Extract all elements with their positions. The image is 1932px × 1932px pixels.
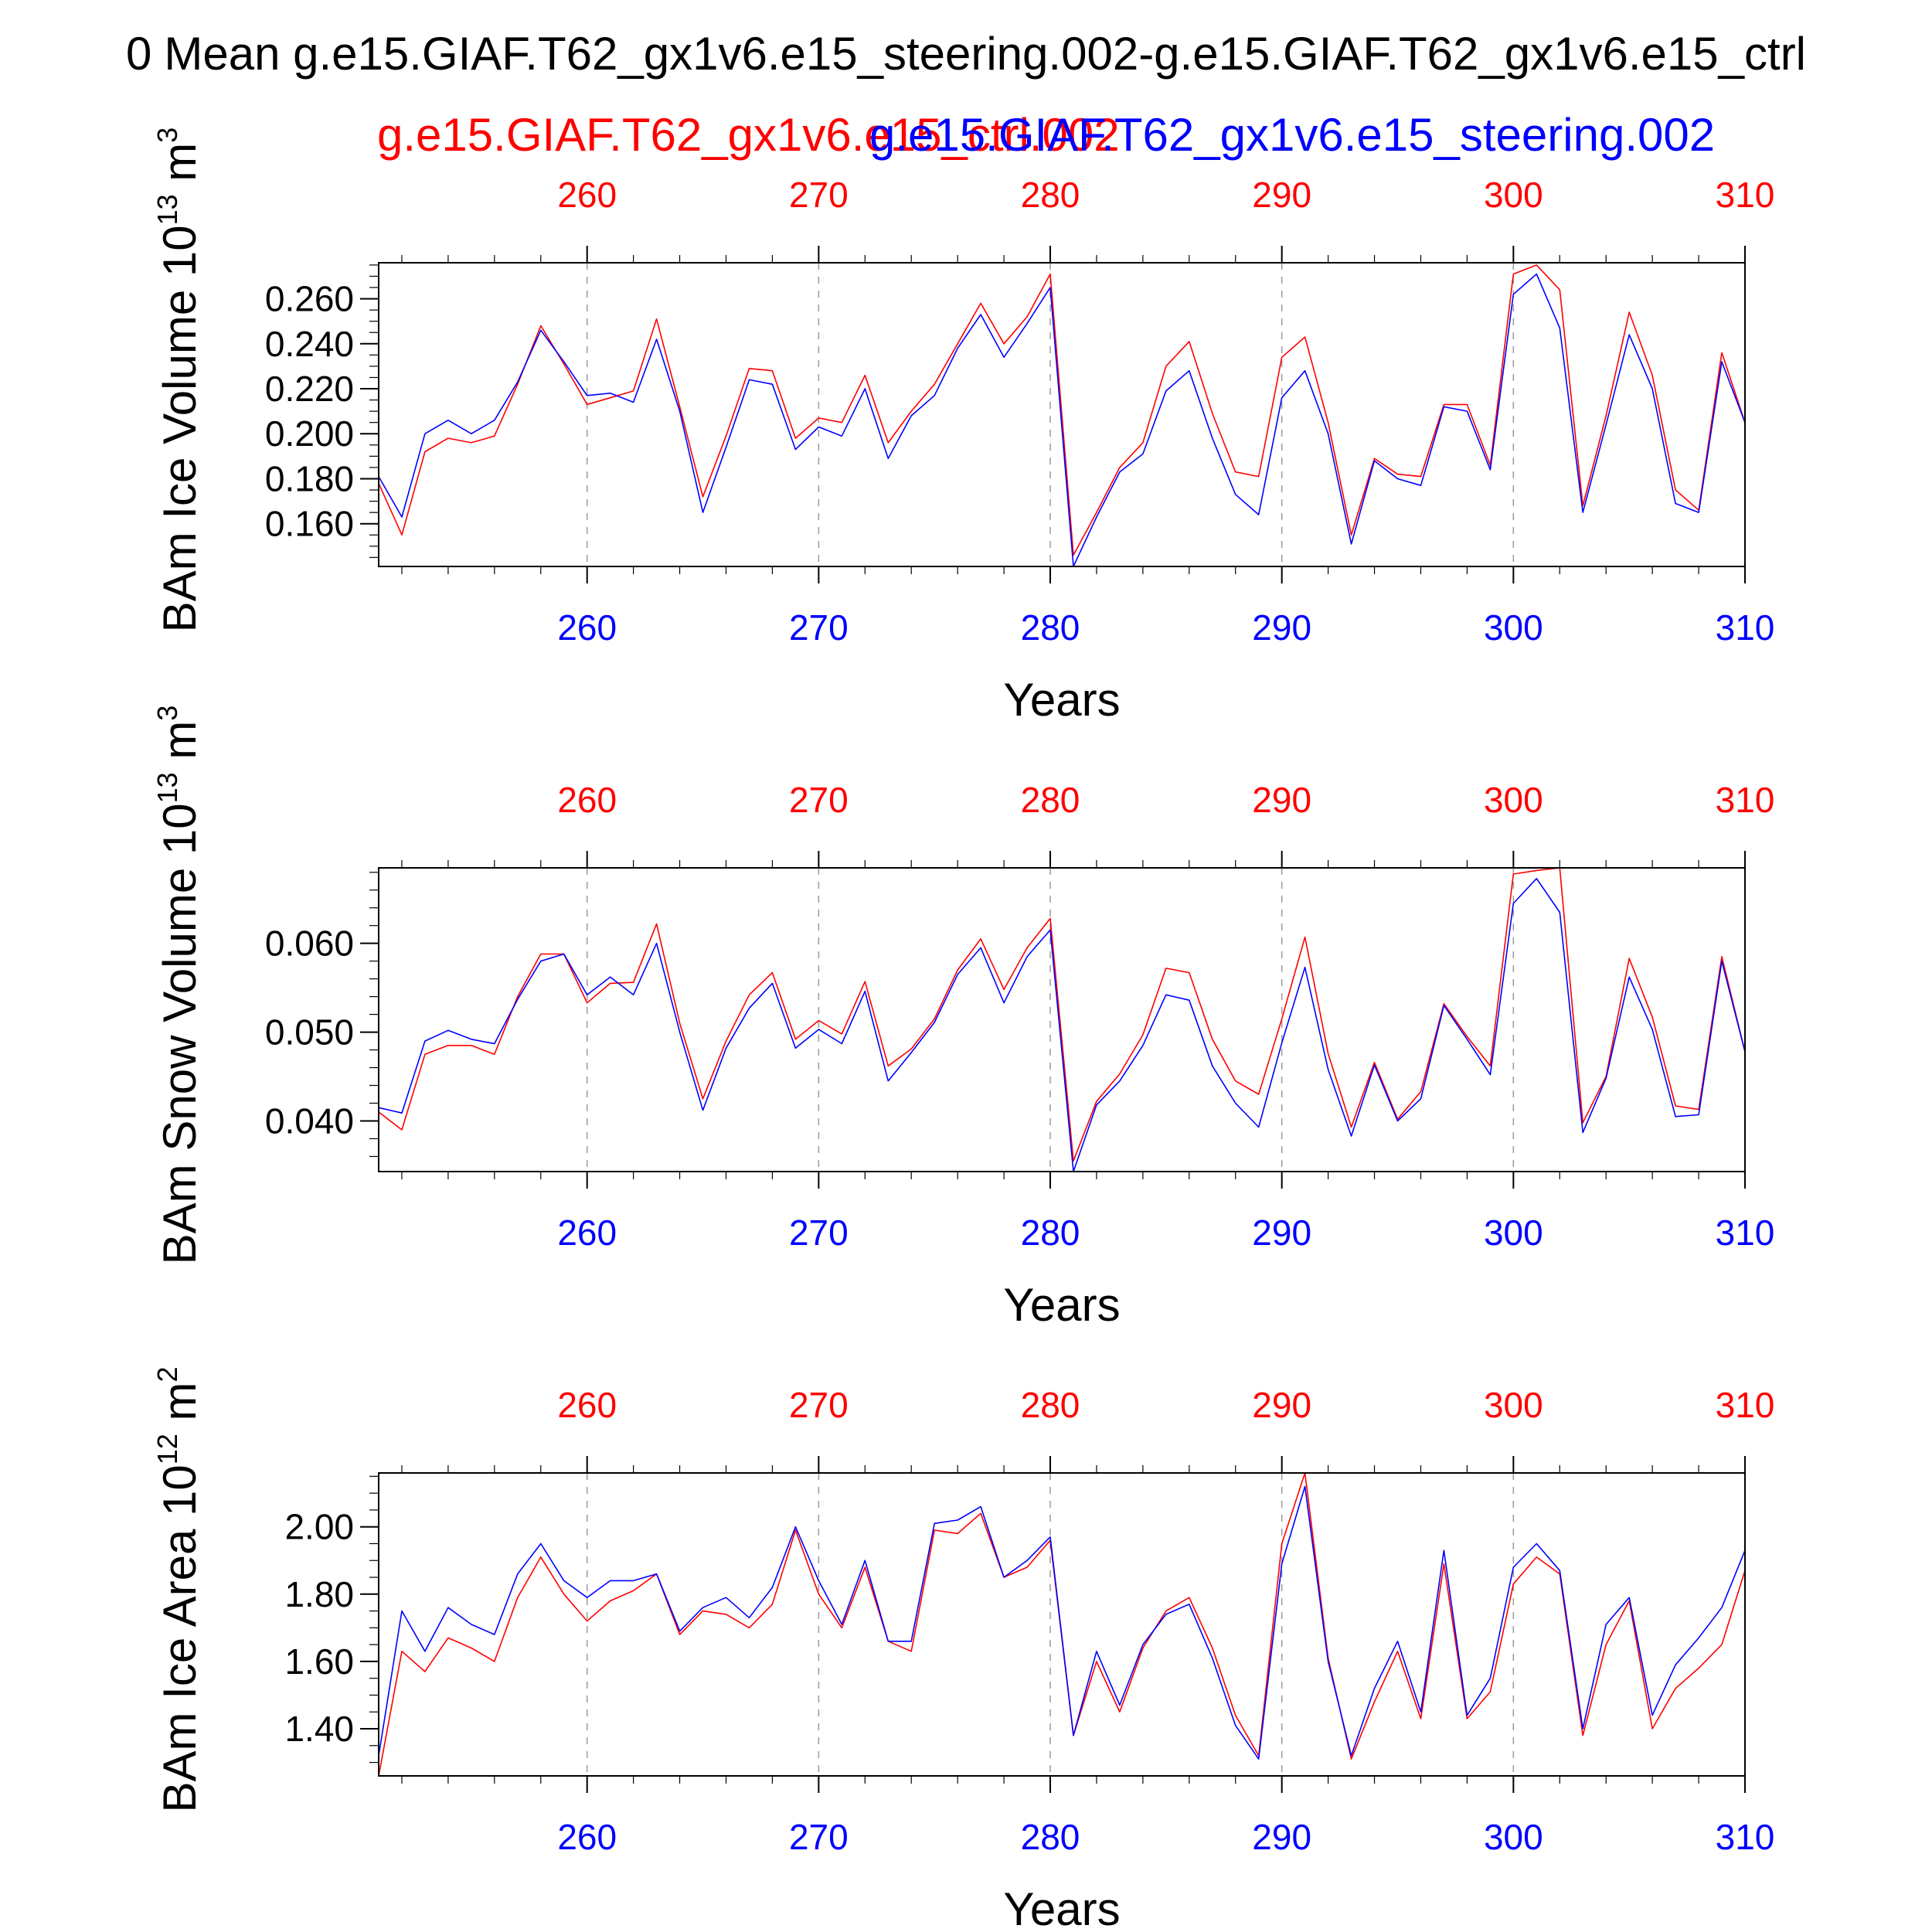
x-tick-label-top: 290 xyxy=(1252,780,1311,820)
x-tick-label-top: 260 xyxy=(557,175,617,215)
x-tick-label-top: 280 xyxy=(1021,780,1080,820)
y-tick-label: 0.220 xyxy=(265,369,354,409)
x-tick-label-top: 310 xyxy=(1716,175,1775,215)
y-tick-label: 0.260 xyxy=(265,279,354,319)
figure-title-prefix: 0 xyxy=(126,28,151,80)
x-tick-label-top: 300 xyxy=(1484,175,1543,215)
x-axis-label: Years xyxy=(1003,1279,1120,1331)
y-axis-label: BAm Snow Volume 1013 m3 xyxy=(151,706,206,1265)
x-tick-label-top: 290 xyxy=(1252,175,1311,215)
x-tick-label-top: 270 xyxy=(789,780,849,820)
x-tick-label-bottom: 260 xyxy=(557,607,617,648)
series-line-steering xyxy=(378,273,1746,567)
x-axis-label: Years xyxy=(1003,674,1120,726)
x-tick-label-top: 270 xyxy=(789,1385,849,1425)
chart-panel-1: 260 260 270 270 280 280 290 290 300 300 310 310 0.16… xyxy=(151,128,1774,726)
series-line-steering xyxy=(378,878,1746,1172)
y-tick-label: 0.050 xyxy=(265,1012,354,1053)
x-tick-label-top: 310 xyxy=(1716,1385,1775,1425)
x-axis-label: Years xyxy=(1003,1883,1120,1932)
y-tick-label: 1.80 xyxy=(284,1574,354,1614)
x-tick-label-bottom: 290 xyxy=(1252,607,1311,648)
series-line-steering xyxy=(378,1485,1746,1760)
y-tick-label: 0.240 xyxy=(265,324,354,364)
y-tick-label: 0.160 xyxy=(265,504,354,544)
plot-frame xyxy=(378,1472,1746,1777)
chart-panel-3: 260 260 270 270 280 280 290 290 300 300 310 310 1.40… xyxy=(151,1367,1774,1932)
y-tick-label: 0.180 xyxy=(265,458,354,498)
x-tick-label-bottom: 270 xyxy=(789,1817,849,1857)
x-tick-label-bottom: 260 xyxy=(557,1817,617,1857)
x-tick-label-top: 310 xyxy=(1716,780,1775,820)
y-axis-label: BAm Ice Area 1012 m2 xyxy=(151,1367,206,1813)
x-tick-label-top: 260 xyxy=(557,1385,617,1425)
x-tick-label-bottom: 310 xyxy=(1716,607,1775,648)
x-tick-label-bottom: 310 xyxy=(1716,1817,1775,1857)
x-tick-label-bottom: 260 xyxy=(557,1213,617,1253)
figure-title-text: Mean g.e15.GIAF.T62_gx1v6.e15_steering.0… xyxy=(164,28,1806,80)
x-tick-label-top: 280 xyxy=(1021,1385,1080,1425)
x-tick-label-bottom: 290 xyxy=(1252,1213,1311,1253)
series-line-ctrl xyxy=(378,867,1746,1162)
y-tick-label: 1.40 xyxy=(284,1709,354,1749)
x-tick-label-bottom: 280 xyxy=(1021,607,1080,648)
y-tick-label: 0.060 xyxy=(265,923,354,964)
x-tick-label-bottom: 280 xyxy=(1021,1817,1080,1857)
y-tick-label: 2.00 xyxy=(284,1507,354,1547)
x-tick-label-top: 260 xyxy=(557,780,617,820)
figure-title: 0 Mean g.e15.GIAF.T62_gx1v6.e15_steering.… xyxy=(126,28,1806,80)
series-line-ctrl xyxy=(378,1472,1746,1777)
y-tick-label: 0.040 xyxy=(265,1101,354,1141)
chart-panel-2: 260 260 270 270 280 280 290 290 300 300 310 310 0.04… xyxy=(151,706,1774,1331)
chart-panels: 260 260 270 270 280 280 290 290 300 300 310 310 0.16… xyxy=(151,128,1774,1932)
x-tick-label-bottom: 300 xyxy=(1484,1817,1543,1857)
x-tick-label-bottom: 300 xyxy=(1484,1213,1543,1253)
x-tick-label-bottom: 270 xyxy=(789,607,849,648)
y-axis-label: BAm Ice Volume 1013 m3 xyxy=(151,128,206,633)
subtitle-ctrl: g.e15.GIAF.T62_gx1v6.e15_ctrl.002 xyxy=(377,109,1120,161)
y-tick-label: 1.60 xyxy=(284,1641,354,1682)
x-tick-label-top: 290 xyxy=(1252,1385,1311,1425)
x-tick-label-top: 270 xyxy=(789,175,849,215)
x-tick-label-top: 300 xyxy=(1484,780,1543,820)
x-tick-label-bottom: 270 xyxy=(789,1213,849,1253)
x-tick-label-top: 280 xyxy=(1021,175,1080,215)
x-tick-label-bottom: 310 xyxy=(1716,1213,1775,1253)
x-tick-label-bottom: 280 xyxy=(1021,1213,1080,1253)
series-line-ctrl xyxy=(378,264,1746,556)
plot-frame xyxy=(378,867,1746,1172)
x-tick-label-top: 300 xyxy=(1484,1385,1543,1425)
x-tick-label-bottom: 300 xyxy=(1484,607,1543,648)
plot-frame xyxy=(378,262,1746,567)
x-tick-label-bottom: 290 xyxy=(1252,1817,1311,1857)
y-tick-label: 0.200 xyxy=(265,413,354,454)
subtitle-steering: g.e15.GIAF.T62_gx1v6.e15_steering.002 xyxy=(869,109,1715,161)
